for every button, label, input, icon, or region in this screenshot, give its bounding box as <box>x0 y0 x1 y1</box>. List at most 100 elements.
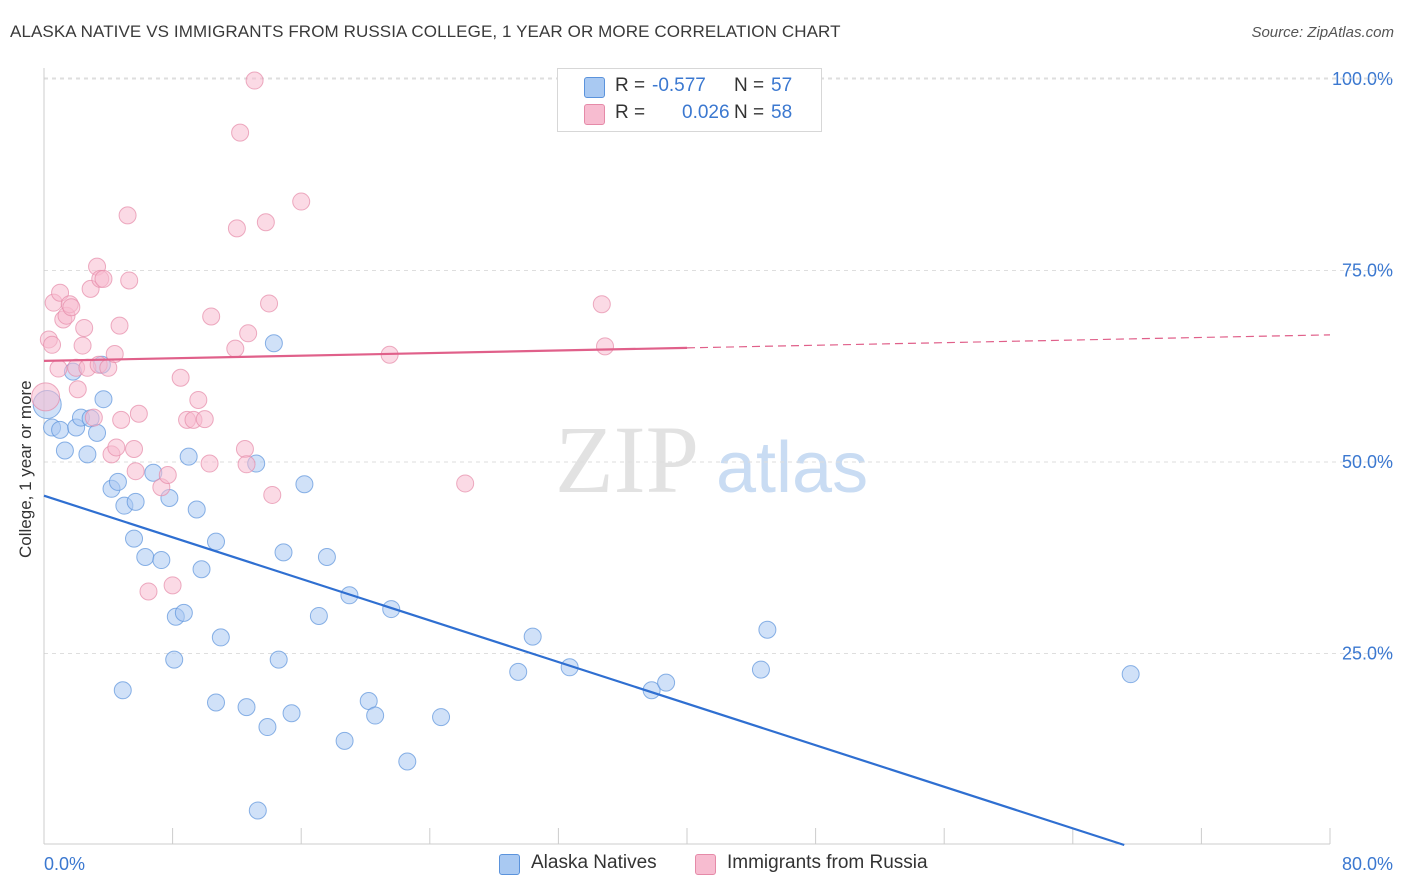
russia-point <box>235 439 254 458</box>
alaska-point <box>51 420 70 439</box>
alaska-point <box>108 472 127 491</box>
legend-r-label: R = <box>615 102 646 123</box>
x-tick-label-min: 0.0% <box>44 854 85 874</box>
alaska-point <box>207 693 226 712</box>
russia-point <box>456 474 475 493</box>
alaska-natives-swatch <box>499 854 520 875</box>
russia-point <box>68 380 87 399</box>
legend-n-label: N = <box>734 75 765 96</box>
russia-point <box>110 316 129 335</box>
alaska-point <box>55 441 74 460</box>
y-tick-label: 25.0% <box>1342 644 1393 664</box>
alaska-point <box>126 492 145 511</box>
russia-point <box>75 318 94 337</box>
russia-point <box>239 324 258 343</box>
russia-point <box>158 466 177 485</box>
alaska-point <box>509 662 528 681</box>
russia-point <box>84 408 103 427</box>
correlation-legend: R = -0.577 N = 57 R = 0.026 N = 58 <box>557 68 822 132</box>
alaska-point <box>264 334 283 353</box>
alaska-point <box>398 752 417 771</box>
russia-point <box>200 454 219 473</box>
alaska-point <box>366 706 385 725</box>
y-tick-label: 75.0% <box>1342 261 1393 281</box>
russia-point <box>126 462 145 481</box>
russia-point <box>107 438 126 457</box>
russia-point <box>292 192 311 211</box>
watermark-atlas: atlas <box>716 428 868 508</box>
russia-point <box>163 576 182 595</box>
alaska-point <box>309 606 328 625</box>
russia-point <box>118 206 137 225</box>
russia-point <box>73 336 92 355</box>
russia-point <box>592 295 611 314</box>
russia-point <box>112 410 131 429</box>
russia-point <box>94 269 113 288</box>
alaska-point <box>258 718 277 737</box>
legend-label: Alaska Natives <box>531 852 657 873</box>
alaska-point <box>269 650 288 669</box>
alaska-point <box>295 475 314 494</box>
chart-title: ALASKA NATIVE VS IMMIGRANTS FROM RUSSIA … <box>10 22 841 41</box>
legend-r-value: 0.026 <box>682 102 730 123</box>
russia-point <box>237 455 256 474</box>
alaska-point <box>88 423 107 442</box>
alaska-point <box>282 704 301 723</box>
russia-point <box>62 298 81 317</box>
russia-point <box>596 337 615 356</box>
alaska-point <box>248 801 267 820</box>
alaska-point <box>237 698 256 717</box>
watermark-zip: ZIP <box>555 406 699 513</box>
alaska-point <box>758 620 777 639</box>
alaska-trend-line <box>43 494 1125 847</box>
alaska-point <box>113 681 132 700</box>
alaska-point <box>211 628 230 647</box>
russia-point <box>51 283 70 302</box>
russia-trend-line <box>43 346 688 362</box>
alaska-point <box>207 532 226 551</box>
russia-swatch <box>584 104 605 125</box>
alaska-point <box>657 673 676 692</box>
source-note: Source: ZipAtlas.com <box>1251 24 1394 41</box>
immigrants-russia-swatch <box>695 854 716 875</box>
legend-n-value: 58 <box>771 102 793 123</box>
russia-point <box>195 410 214 429</box>
legend-r-value: -0.577 <box>652 75 706 96</box>
y-tick-label: 100.0% <box>1332 69 1393 89</box>
russia-trend-extension <box>686 334 1331 349</box>
russia-point <box>263 485 282 504</box>
russia-point <box>105 344 124 363</box>
alaska-point <box>432 708 451 727</box>
alaska-point <box>152 551 171 570</box>
alaska-point <box>192 560 211 579</box>
russia-point <box>226 339 245 358</box>
y-tick-label: 50.0% <box>1342 452 1393 472</box>
alaska-point <box>274 543 293 562</box>
russia-point <box>260 294 279 313</box>
legend-r-label: R = <box>615 75 646 96</box>
russia-point <box>43 335 62 354</box>
alaska-point <box>78 445 97 464</box>
alaska-point <box>179 447 198 466</box>
alaska-point <box>94 390 113 409</box>
x-tick-label-max: 80.0% <box>1342 854 1393 874</box>
alaska-point <box>751 660 770 679</box>
russia-point <box>171 368 190 387</box>
russia-point <box>227 219 246 238</box>
russia-point <box>120 271 139 290</box>
russia-point <box>189 390 208 409</box>
russia-point <box>31 382 61 412</box>
alaska-point <box>523 627 542 646</box>
alaska-point <box>335 731 354 750</box>
alaska-point <box>1121 665 1140 684</box>
alaska-point <box>125 529 144 548</box>
alaska-point <box>174 603 193 622</box>
legend-n-label: N = <box>734 102 765 123</box>
russia-point <box>129 404 148 423</box>
legend-label: Immigrants from Russia <box>727 852 928 873</box>
russia-point <box>256 213 275 232</box>
alaska-point <box>165 650 184 669</box>
alaska-point <box>187 500 206 519</box>
russia-point <box>49 359 68 378</box>
